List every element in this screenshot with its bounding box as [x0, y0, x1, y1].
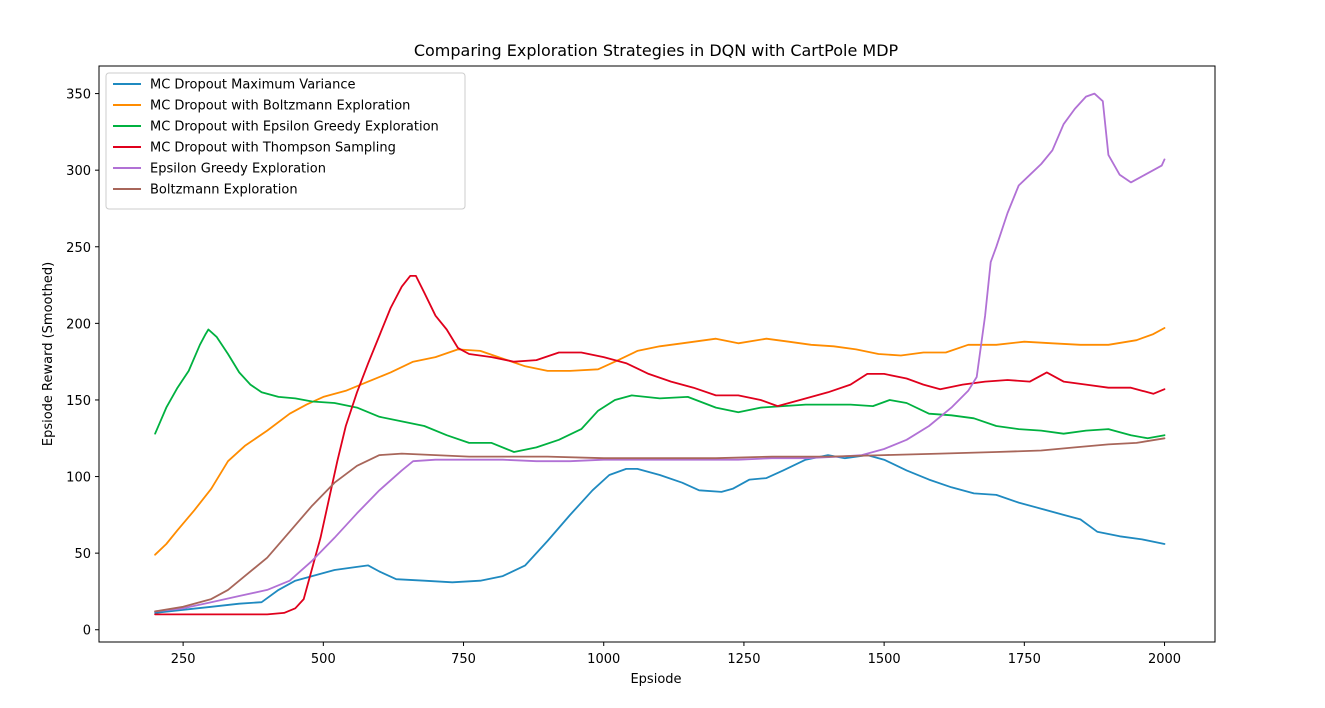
y-tick-label: 200 — [66, 317, 91, 332]
chart-title: Comparing Exploration Strategies in DQN … — [414, 41, 899, 60]
series-line-4 — [154, 275, 1166, 616]
x-tick-label: 750 — [451, 652, 476, 667]
series-line-5 — [154, 92, 1166, 613]
series-layer — [154, 92, 1166, 616]
legend-label: MC Dropout with Epsilon Greedy Explorati… — [150, 120, 439, 135]
x-tick-label: 500 — [311, 652, 336, 667]
x-tick-label: 250 — [171, 652, 196, 667]
x-tick-label: 1500 — [868, 652, 901, 667]
y-tick-label: 250 — [66, 241, 91, 256]
series-line-1 — [154, 454, 1166, 614]
y-tick-label: 300 — [66, 164, 91, 179]
series-line-2 — [154, 327, 1166, 556]
y-tick-label: 350 — [66, 88, 91, 103]
series-line-3 — [154, 328, 1166, 453]
legend: MC Dropout Maximum Variance MC Dropout wi… — [105, 72, 466, 210]
legend-label: MC Dropout with Boltzmann Exploration — [150, 99, 410, 114]
x-tick-label: 2000 — [1148, 652, 1181, 667]
x-axis-title: Epsiode — [630, 672, 681, 687]
y-axis-title: Epsiode Reward (Smoothed) — [41, 262, 56, 446]
legend-label: MC Dropout Maximum Variance — [150, 78, 355, 93]
plot-frame — [98, 65, 1216, 643]
x-tick-label: 1750 — [1008, 652, 1041, 667]
x-tick-label: 1250 — [727, 652, 760, 667]
y-tick-label: 0 — [83, 624, 91, 639]
legend-label: MC Dropout with Thompson Sampling — [150, 141, 396, 156]
y-tick-label: 50 — [74, 547, 91, 562]
legend-box — [105, 72, 466, 210]
legend-label: Epsilon Greedy Exploration — [150, 162, 326, 177]
y-tick-label: 150 — [66, 394, 91, 409]
x-axis: 250 500 750 1000 1250 1500 1750 2000 — [171, 642, 1181, 667]
series-line-6 — [154, 437, 1166, 613]
legend-label: Boltzmann Exploration — [150, 183, 298, 198]
y-tick-label: 100 — [66, 471, 91, 486]
x-tick-label: 1000 — [587, 652, 620, 667]
y-axis: 0 50 100 150 200 250 300 350 — [66, 88, 99, 639]
